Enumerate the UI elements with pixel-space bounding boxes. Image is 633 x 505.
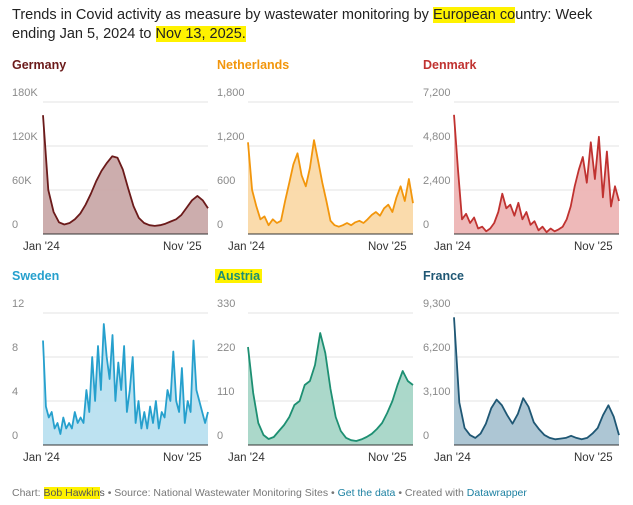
y-tick-label: 0 — [423, 219, 430, 231]
x-tick-label-start: Jan '24 — [23, 241, 60, 253]
panel-title-france: France — [423, 269, 464, 283]
x-tick-label-start: Jan '24 — [228, 241, 265, 253]
y-tick-label: 4,800 — [423, 131, 451, 143]
y-tick-label: 6,200 — [423, 342, 451, 354]
panel-title-netherlands: Netherlands — [217, 58, 290, 72]
x-tick-label-end: Nov '25 — [163, 452, 202, 464]
area-germany — [43, 115, 208, 234]
y-tick-label: 1,800 — [217, 87, 245, 99]
y-tick-label: 600 — [217, 175, 236, 187]
panel-sweden: Sweden 0 4 8 12 Jan '24 Nov '25 — [12, 269, 212, 469]
y-tick-label: 0 — [217, 430, 224, 442]
y-tick-label: 180K — [12, 87, 38, 99]
y-tick-label: 9,300 — [423, 298, 451, 310]
area-denmark — [454, 114, 619, 234]
x-tick-label-end: Nov '25 — [368, 241, 407, 253]
y-tick-label: 3,100 — [423, 386, 451, 398]
plot-france — [453, 312, 620, 446]
footer-author-highlight: Bob Hawkin — [43, 487, 100, 499]
x-tick-label-start: Jan '24 — [23, 452, 60, 464]
line-netherlands — [247, 139, 414, 228]
panel-title-sweden: Sweden — [12, 269, 60, 283]
plot-germany — [42, 101, 209, 235]
footer-source: • Source: National Wastewater Monitoring… — [104, 487, 338, 499]
x-tick-label-end: Nov '25 — [163, 241, 202, 253]
panel-germany: Germany 0 60K 120K 180K Jan '24 Nov '25 — [12, 58, 212, 258]
line-germany — [42, 115, 209, 227]
get-the-data-link[interactable]: Get the data — [337, 487, 396, 499]
area-france — [454, 317, 619, 445]
y-tick-label: 4 — [12, 386, 19, 398]
title-highlight-1: European co — [432, 7, 516, 23]
plot-sweden — [42, 312, 209, 446]
plot-denmark — [453, 101, 620, 235]
x-tick-label-start: Jan '24 — [434, 241, 471, 253]
line-austria — [247, 332, 414, 442]
footer-chart-label: Chart: — [12, 487, 44, 499]
panel-france: France 0 3,100 6,200 9,300 Jan '24 Nov '25 — [423, 269, 623, 469]
datawrapper-link[interactable]: Datawrapper — [466, 487, 527, 499]
y-tick-label: 110 — [217, 386, 235, 398]
plot-netherlands — [247, 101, 414, 235]
y-tick-label: 0 — [423, 430, 430, 442]
x-tick-label-end: Nov '25 — [574, 452, 613, 464]
plot-austria — [247, 312, 414, 446]
y-tick-label: 0 — [217, 219, 224, 231]
footer-created: • Created with — [395, 487, 467, 499]
chart-footer: Chart: Bob Hawkins • Source: National Wa… — [12, 487, 527, 499]
x-tick-label-start: Jan '24 — [434, 452, 471, 464]
line-france — [453, 317, 620, 441]
footer-author-rest: s — [99, 487, 105, 499]
area-netherlands — [248, 140, 413, 234]
y-tick-label: 8 — [12, 342, 19, 354]
panel-title-germany: Germany — [12, 58, 67, 72]
line-sweden — [42, 323, 209, 435]
panel-title-denmark: Denmark — [423, 58, 477, 72]
panel-austria: Austria 0 110 220 330 Jan '24 Nov '25 — [215, 269, 417, 469]
y-tick-label: 2,400 — [423, 175, 451, 187]
chart-title: Trends in Covid activity as measure by w… — [12, 6, 622, 44]
y-tick-label: 1,200 — [217, 131, 245, 143]
y-tick-label: 0 — [12, 219, 19, 231]
y-tick-label: 330 — [217, 298, 236, 310]
y-tick-label: 120K — [12, 131, 38, 143]
y-tick-label: 60K — [12, 175, 32, 187]
panel-title-austria: Austria — [215, 269, 263, 283]
x-tick-label-start: Jan '24 — [228, 452, 265, 464]
line-denmark — [453, 114, 620, 234]
title-text-1: Trends in Covid activity as measure by w… — [12, 7, 433, 23]
x-tick-label-end: Nov '25 — [368, 452, 407, 464]
y-tick-label: 7,200 — [423, 87, 451, 99]
x-tick-label-end: Nov '25 — [574, 241, 613, 253]
panel-denmark: Denmark 0 2,400 4,800 7,200 Jan '24 Nov '25 — [423, 58, 623, 258]
title-text-2: untry: Week ending Jan 5, 2024 to — [12, 7, 593, 42]
y-tick-label: 0 — [12, 430, 19, 442]
y-tick-label: 220 — [217, 342, 236, 354]
y-tick-label: 12 — [12, 298, 25, 310]
title-highlight-2: Nov 13, 2025. — [155, 26, 246, 42]
panel-netherlands: Netherlands 0 600 1,200 1,800 Jan '24 Nov '25 — [217, 58, 417, 258]
